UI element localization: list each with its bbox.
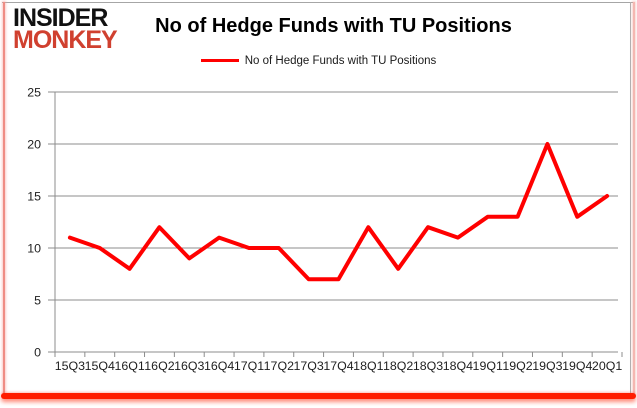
x-tick-label: 19Q1 (473, 359, 503, 373)
x-tick-label: 15Q3 (55, 359, 85, 373)
x-tick-label: 17Q1 (234, 359, 264, 373)
card-right-red-border (633, 2, 635, 396)
data-line (67, 142, 610, 282)
x-tick-label: 18Q4 (443, 359, 473, 373)
y-tick-label: 10 (27, 242, 41, 256)
x-tick-label: 18Q3 (413, 359, 443, 373)
x-tick-label: 17Q2 (264, 359, 294, 373)
x-tick-label: 20Q1 (592, 359, 622, 373)
card-top-border (2, 2, 633, 3)
card-left-red-border (3, 2, 5, 396)
x-tick-label: 19Q3 (532, 359, 562, 373)
x-tick-label: 17Q3 (294, 359, 324, 373)
card-right-border (630, 2, 631, 394)
x-tick-label: 18Q1 (353, 359, 383, 373)
card-bottom-red-border (1, 393, 636, 399)
legend-line-marker (200, 58, 239, 62)
x-tick-label: 19Q4 (562, 359, 592, 373)
y-tick-label: 0 (34, 346, 41, 360)
x-tick-label: 15Q4 (85, 359, 115, 373)
y-tick-label: 15 (27, 190, 41, 204)
x-tick-label: 16Q3 (174, 359, 204, 373)
x-tick-label: 16Q1 (114, 359, 144, 373)
x-tick-label: 16Q4 (204, 359, 234, 373)
x-tick-label: 19Q2 (502, 359, 532, 373)
y-tick-label: 20 (27, 138, 41, 152)
line-chart: 0 5 10 15 20 25 15Q3 15Q4 16Q1 16Q2 16Q3 16Q4 17Q1 17… (0, 80, 637, 380)
legend-label: No of Hedge Funds with TU Positions (244, 55, 437, 67)
logo-line-monkey: MONKEY (13, 25, 118, 54)
logo-line-insider: INSIDER (13, 4, 108, 32)
chart-title: No of Hedge Funds with TU Positions (155, 15, 512, 37)
y-tick-label: 5 (34, 294, 41, 308)
x-tick-label: 17Q4 (323, 359, 353, 373)
insider-monkey-logo: INSIDER MONKEY (13, 4, 118, 54)
x-tick-label: 18Q2 (383, 359, 413, 373)
chart-legend: No of Hedge Funds with TU Positions (0, 55, 637, 67)
x-tick-label: 16Q2 (144, 359, 174, 373)
y-tick-label: 25 (27, 86, 41, 100)
